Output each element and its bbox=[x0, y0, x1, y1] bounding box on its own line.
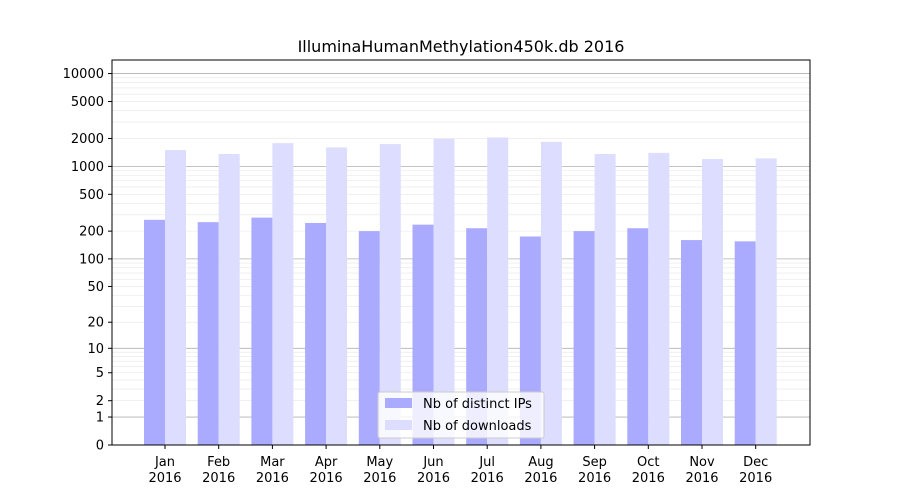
y-tick-label: 200 bbox=[79, 225, 104, 240]
bar-distinct-ips-1 bbox=[144, 219, 165, 445]
bar-distinct-ips-6 bbox=[412, 224, 434, 445]
bar-distinct-ips-9 bbox=[573, 231, 595, 445]
bar-downloads-11 bbox=[702, 159, 723, 446]
y-tick-label: 50 bbox=[87, 280, 104, 295]
x-tick-label: Oct 2016 bbox=[632, 455, 665, 486]
bar-downloads-12 bbox=[755, 158, 777, 445]
legend: Nb of distinct IPs Nb of downloads bbox=[377, 391, 545, 439]
bar-downloads-5 bbox=[379, 144, 401, 445]
x-tick-label: Jul 2016 bbox=[471, 455, 504, 486]
legend-box bbox=[377, 391, 545, 439]
y-tick-label: 500 bbox=[79, 188, 104, 203]
legend-swatch-ips bbox=[385, 398, 412, 408]
y-tick-label: 10000 bbox=[63, 67, 104, 82]
x-tick-label: Apr 2016 bbox=[310, 455, 343, 486]
bar-distinct-ips-4 bbox=[305, 222, 327, 445]
plot-frame bbox=[111, 59, 811, 446]
y-tick-label: 2000 bbox=[71, 132, 104, 147]
bar-downloads-1 bbox=[165, 150, 186, 446]
y-tick-label: 5 bbox=[96, 366, 104, 381]
bar-downloads-4 bbox=[326, 147, 348, 445]
x-tick-label: Sep 2016 bbox=[578, 455, 611, 486]
chart-title: IlluminaHumanMethylation450k.db 2016 bbox=[298, 37, 625, 56]
y-axis: 0 1 2 5 10 20 50 100 200 500 1000 2000 5000 10000 bbox=[63, 67, 112, 454]
bar-downloads-3 bbox=[272, 143, 294, 445]
y-tick-label: 1000 bbox=[71, 160, 104, 175]
bar-downloads-10 bbox=[648, 152, 670, 445]
x-tick-label: May 2016 bbox=[363, 455, 396, 486]
bar-distinct-ips-7 bbox=[466, 228, 488, 445]
x-tick-label: Dec 2016 bbox=[739, 455, 772, 486]
bar-downloads-9 bbox=[594, 153, 616, 445]
bar-distinct-ips-11 bbox=[681, 240, 702, 445]
y-tick-label: 0 bbox=[96, 439, 104, 454]
y-tick-label: 10 bbox=[87, 342, 104, 357]
x-tick-label: Jun 2016 bbox=[417, 455, 450, 486]
legend-swatch-downloads bbox=[385, 420, 412, 430]
x-tick-label: Mar 2016 bbox=[256, 455, 289, 486]
bars bbox=[144, 137, 777, 446]
bar-downloads-7 bbox=[487, 137, 509, 445]
legend-label-downloads: Nb of downloads bbox=[423, 419, 532, 434]
x-tick-label: Nov 2016 bbox=[685, 455, 718, 486]
bar-distinct-ips-5 bbox=[358, 231, 380, 445]
y-tick-label: 2 bbox=[96, 394, 104, 409]
x-axis: Jan 2016 Feb 2016 Mar 2016 Apr 2016 May 2016 Jun 20… bbox=[148, 445, 772, 486]
y-tick-label: 20 bbox=[87, 316, 104, 331]
bar-distinct-ips-12 bbox=[734, 241, 756, 445]
x-tick-label: Jan 2016 bbox=[148, 455, 181, 486]
x-tick-label: Feb 2016 bbox=[202, 455, 235, 486]
bar-downloads-2 bbox=[218, 153, 240, 445]
x-tick-label: Aug 2016 bbox=[524, 455, 557, 486]
bar-distinct-ips-10 bbox=[627, 228, 649, 445]
bar-downloads-8 bbox=[540, 141, 562, 445]
y-tick-label: 100 bbox=[79, 252, 104, 267]
bar-downloads-6 bbox=[433, 138, 455, 445]
legend-label-ips: Nb of distinct IPs bbox=[423, 397, 532, 412]
bar-distinct-ips-2 bbox=[197, 222, 219, 445]
bar-distinct-ips-3 bbox=[251, 217, 273, 445]
y-tick-label: 5000 bbox=[71, 95, 104, 110]
y-tick-label: 1 bbox=[96, 411, 104, 426]
